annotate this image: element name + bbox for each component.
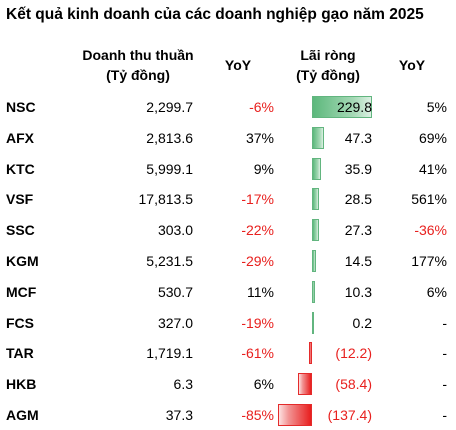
profit-bar — [312, 157, 322, 180]
header-net-profit-label: Lãi ròng — [300, 47, 356, 63]
revenue-cell: 1,719.1 — [146, 345, 193, 362]
revenue-yoy-cell: -85% — [241, 407, 274, 423]
profit-yoy-cell: - — [442, 314, 447, 331]
net-profit-cell: (58.4) — [335, 376, 372, 393]
table-row: SSC 303.0 -22% 27.3 -36% — [0, 215, 456, 245]
net-profit-cell: 35.9 — [344, 160, 372, 177]
table-row: HKB 6.3 6% (58.4) - — [0, 369, 456, 399]
profit-yoy-cell: - — [442, 345, 447, 362]
profit-yoy-cell: -36% — [414, 222, 447, 239]
revenue-cell: 5,999.1 — [146, 160, 193, 177]
revenue-yoy-cell: -19% — [241, 314, 274, 331]
net-profit-cell: 0.2 — [352, 314, 372, 331]
profit-yoy-cell: 69% — [418, 129, 447, 146]
ticker-cell: SSC — [6, 222, 35, 239]
profit-bar — [312, 126, 325, 149]
net-profit-cell: 14.5 — [344, 253, 372, 269]
profit-yoy-cell: - — [442, 407, 447, 423]
table-row: FCS 327.0 -19% 0.2 - — [0, 308, 456, 338]
revenue-yoy-cell: -17% — [241, 191, 274, 208]
revenue-cell: 5,231.5 — [146, 253, 193, 269]
profit-yoy-cell: 5% — [426, 99, 447, 115]
net-profit-cell: (137.4) — [327, 407, 372, 423]
profit-bar — [312, 188, 320, 211]
header-revenue-yoy: YoY — [224, 57, 252, 73]
revenue-cell: 530.7 — [157, 283, 193, 300]
revenue-cell: 37.3 — [165, 407, 193, 423]
profit-yoy-cell: 561% — [411, 191, 447, 208]
profit-yoy-cell: 177% — [411, 253, 447, 269]
revenue-yoy-cell: 9% — [253, 160, 274, 177]
profit-bar — [312, 96, 372, 118]
revenue-cell: 327.0 — [157, 314, 193, 331]
profit-bar — [312, 219, 320, 242]
ticker-cell: AGM — [6, 407, 39, 423]
ticker-cell: KGM — [6, 253, 39, 269]
revenue-cell: 6.3 — [173, 376, 193, 393]
table-row: MCF 530.7 11% 10.3 6% — [0, 277, 456, 307]
profit-bar — [312, 250, 316, 272]
net-profit-cell: 28.5 — [344, 191, 372, 208]
header-net-profit-unit: (Tỷ đồng) — [296, 67, 360, 83]
profit-bar — [312, 311, 314, 334]
table-row: VSF 17,813.5 -17% 28.5 561% — [0, 184, 456, 214]
loss-bar — [278, 404, 312, 426]
header-revenue-label: Doanh thu thuần — [82, 47, 194, 63]
table-row: AGM 37.3 -85% (137.4) - — [0, 400, 456, 430]
table-row: AFX 2,813.6 37% 47.3 69% — [0, 123, 456, 153]
ticker-cell: VSF — [6, 191, 34, 208]
profit-yoy-cell: 6% — [426, 283, 447, 300]
revenue-cell: 2,813.6 — [146, 129, 193, 146]
header-net-profit: Lãi ròng (Tỷ đồng) — [286, 45, 370, 85]
revenue-yoy-cell: -22% — [241, 222, 274, 239]
revenue-cell: 303.0 — [157, 222, 193, 239]
revenue-yoy-cell: 6% — [253, 376, 274, 393]
revenue-yoy-cell: -61% — [241, 345, 274, 362]
revenue-yoy-cell: -29% — [241, 253, 274, 269]
header-revenue: Doanh thu thuần (Tỷ đồng) — [72, 45, 204, 85]
revenue-cell: 2,299.7 — [146, 99, 193, 115]
ticker-cell: AFX — [6, 129, 34, 146]
page-title: Kết quả kinh doanh của các doanh nghiệp … — [6, 6, 424, 23]
revenue-cell: 17,813.5 — [138, 191, 194, 208]
revenue-yoy-cell: -6% — [249, 99, 274, 115]
ticker-cell: TAR — [6, 345, 34, 362]
revenue-yoy-cell: 37% — [245, 129, 274, 146]
table-row: KTC 5,999.1 9% 35.9 41% — [0, 154, 456, 184]
header-revenue-unit: (Tỷ đồng) — [106, 67, 170, 83]
net-profit-cell: 47.3 — [344, 129, 372, 146]
profit-yoy-cell: - — [442, 376, 447, 393]
net-profit-cell: 229.8 — [336, 99, 372, 115]
ticker-cell: HKB — [6, 376, 37, 393]
table-row: KGM 5,231.5 -29% 14.5 177% — [0, 246, 456, 276]
net-profit-cell: (12.2) — [335, 345, 372, 362]
profit-bar — [312, 280, 315, 303]
header-profit-yoy: YoY — [398, 57, 426, 73]
loss-bar — [308, 342, 312, 365]
revenue-yoy-cell: 11% — [247, 283, 274, 300]
ticker-cell: MCF — [6, 283, 37, 300]
net-profit-cell: 27.3 — [344, 222, 372, 239]
ticker-cell: FCS — [6, 314, 34, 331]
profit-yoy-cell: 41% — [418, 160, 447, 177]
net-profit-cell: 10.3 — [344, 283, 372, 300]
ticker-cell: NSC — [6, 99, 36, 115]
ticker-cell: KTC — [6, 160, 35, 177]
table-row: NSC 2,299.7 -6% 229.8 5% — [0, 92, 456, 122]
loss-bar — [297, 373, 312, 396]
table-row: TAR 1,719.1 -61% (12.2) - — [0, 338, 456, 368]
